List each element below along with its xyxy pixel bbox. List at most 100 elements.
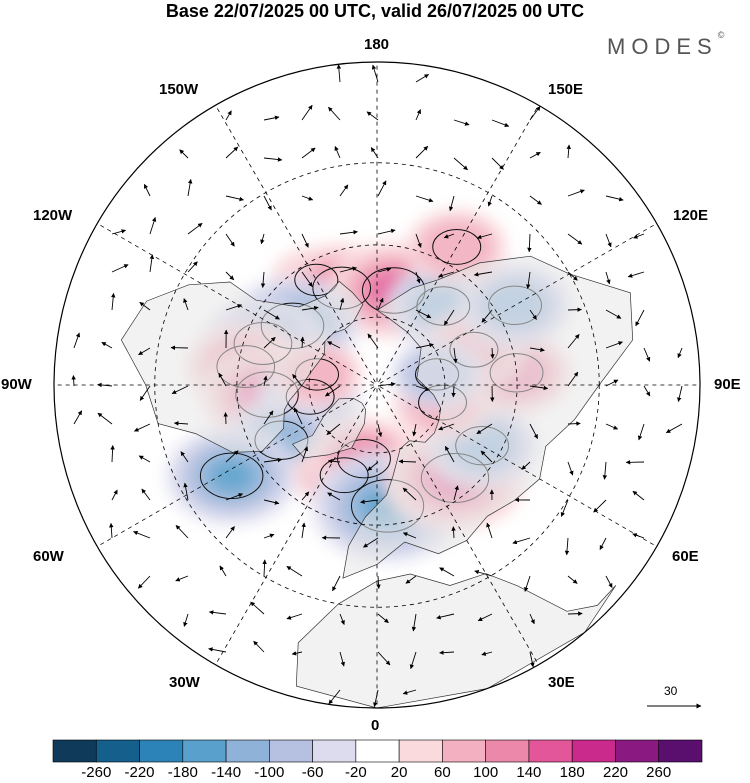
wind-arrow: [301, 147, 316, 159]
wind-arrow: [453, 485, 459, 501]
colorbar-tick-label: -100: [254, 764, 285, 781]
wind-arrow: [225, 526, 235, 539]
wind-arrow: [97, 382, 113, 388]
wind-arrow: [223, 412, 228, 425]
wind-arrow: [633, 233, 645, 239]
wind-arrow: [567, 189, 585, 197]
colorbar-tick-label: -20: [345, 764, 367, 781]
wind-arrow: [453, 157, 468, 171]
colorbar-swatch: [52, 739, 97, 763]
wind-arrow: [415, 271, 421, 284]
wind-arrow: [71, 375, 76, 387]
meridian: [379, 386, 657, 547]
wind-arrow: [263, 457, 283, 463]
wind-arrow: [605, 423, 619, 430]
lon-label-90e: 90E: [714, 376, 741, 393]
wind-arrow: [677, 385, 683, 403]
wind-arrow: [567, 611, 583, 616]
wind-arrow: [367, 333, 379, 349]
wind-arrow: [567, 307, 582, 312]
wind-arrow: [141, 488, 151, 501]
meridian: [97, 223, 375, 384]
brand-name: MODES: [607, 34, 718, 59]
wind-arrow: [138, 347, 151, 356]
wind-arrow: [149, 254, 155, 273]
wind-arrow: [438, 423, 455, 431]
wind-arrow: [208, 647, 227, 653]
wind-arrow: [473, 271, 493, 277]
wind-arrow: [605, 379, 619, 387]
wind-arrow: [521, 461, 531, 470]
wind-arrow: [110, 292, 116, 311]
wind-arrow: [183, 482, 189, 501]
wind-arrow: [474, 569, 493, 577]
wind-arrow: [453, 347, 458, 364]
wind-arrow: [477, 613, 493, 622]
wind-arrow: [225, 146, 239, 159]
wind-arrow: [360, 499, 379, 504]
wind-arrow: [137, 575, 151, 589]
wind-arrow: [109, 522, 114, 539]
wind-arrow: [377, 297, 384, 311]
wind-arrow: [328, 689, 341, 705]
wind-arrow: [111, 264, 129, 273]
wind-arrow: [376, 575, 381, 589]
wind-arrow: [291, 651, 303, 656]
wind-arrow: [567, 334, 580, 349]
lon-label-120w: 120W: [33, 207, 73, 224]
wind-arrow: [377, 180, 387, 197]
wind-arrow: [250, 601, 265, 615]
wind-arrow: [643, 347, 651, 362]
wind-arrow: [101, 341, 113, 349]
landmass: [291, 398, 366, 459]
wind-arrow: [179, 149, 189, 159]
wind-arrow: [567, 575, 578, 584]
wind-arrow: [524, 575, 531, 592]
colorbar-tick-label: -140: [211, 764, 242, 781]
wind-arrow: [443, 233, 455, 239]
landmass: [342, 255, 634, 579]
wind-arrow: [415, 233, 422, 248]
wind-arrow: [529, 151, 541, 159]
wind-arrow: [97, 412, 113, 425]
coastlines: [120, 255, 634, 708]
colorbar-swatch: [355, 739, 400, 763]
wind-arrow: [643, 385, 651, 397]
wind-arrow: [632, 490, 645, 501]
wind-arrow: [327, 492, 341, 501]
wind-arrow: [263, 533, 275, 539]
lon-label-60e: 60E: [672, 548, 699, 565]
wind-arrow: [627, 271, 645, 278]
wind-arrow: [332, 575, 341, 592]
wind-arrow: [529, 423, 538, 439]
wind-arrow: [225, 195, 244, 202]
wind-arrow: [567, 371, 579, 387]
lon-label-120e: 120E: [673, 207, 709, 224]
wind-arrow: [225, 271, 235, 281]
colorbar-tick-label: -220: [124, 764, 155, 781]
wind-arrow: [326, 423, 341, 435]
wind-arrow: [444, 445, 455, 463]
wind-arrow: [605, 233, 612, 248]
wind-arrow: [263, 195, 272, 211]
wind-arrow: [263, 157, 283, 162]
wind-arrow: [665, 423, 683, 434]
wind-arrow: [481, 651, 493, 656]
wind-arrow: [476, 233, 493, 240]
map-border: [53, 61, 701, 709]
wind-arrow: [363, 537, 379, 548]
wind-arrow: [183, 613, 189, 627]
wind-arrow: [599, 537, 607, 550]
colorbar-swatch: [95, 739, 140, 763]
wind-arrow: [436, 613, 455, 620]
wind-arrow: [301, 446, 309, 463]
wind-arrow: [377, 382, 396, 387]
wind-arrow: [187, 178, 193, 197]
wind-arrow: [110, 445, 115, 463]
wind-arrow: [263, 410, 274, 425]
wind-arrow: [325, 385, 341, 397]
wind-arrow: [225, 493, 244, 501]
colorbar-swatch: [571, 739, 616, 763]
colorbar-tick-label: 100: [473, 764, 499, 781]
wind-arrow: [567, 421, 581, 426]
